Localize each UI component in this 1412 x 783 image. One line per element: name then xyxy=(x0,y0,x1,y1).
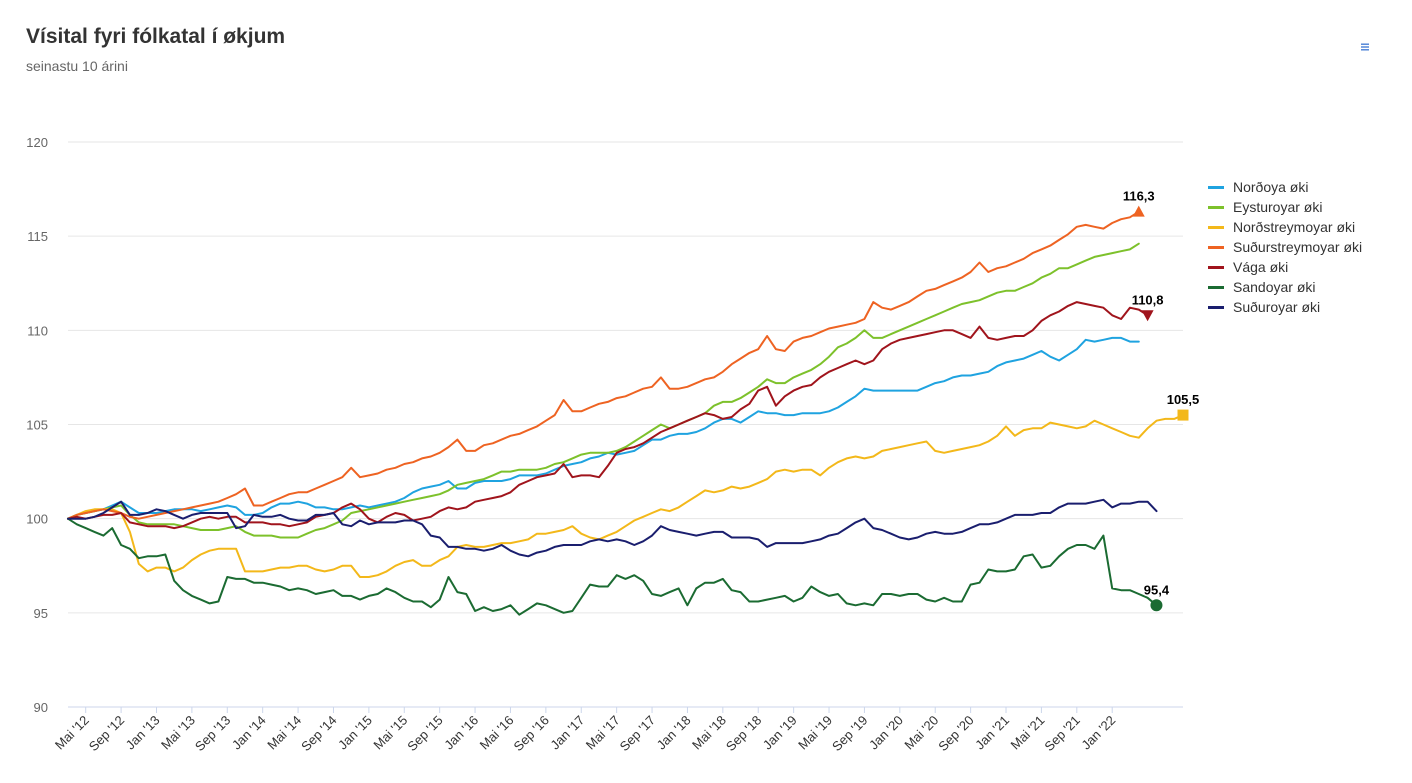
series-line[interactable] xyxy=(67,336,1140,520)
end-marker[interactable] xyxy=(1141,310,1154,322)
end-marker[interactable] xyxy=(1177,409,1189,421)
series-line[interactable] xyxy=(67,414,1184,578)
x-tick-label: Jan '21 xyxy=(972,713,1012,753)
x-tick-label: Jan '19 xyxy=(760,713,800,753)
x-tick-label: Sep '15 xyxy=(404,713,445,754)
x-tick-label: Sep '19 xyxy=(829,713,870,754)
legend-swatch xyxy=(1208,225,1224,229)
y-tick-label: 100 xyxy=(26,512,48,527)
legend-swatch xyxy=(1208,185,1224,189)
chart-subtitle: seinastu 10 árini xyxy=(26,58,128,74)
x-tick-label: Sep '12 xyxy=(86,713,127,754)
x-tick-label: Mai '18 xyxy=(689,713,729,753)
legend-swatch xyxy=(1208,245,1224,249)
end-value-label: 105,5 xyxy=(1167,392,1200,407)
legend-swatch xyxy=(1208,305,1224,309)
x-tick-label: Mai '12 xyxy=(52,713,92,753)
series-line[interactable] xyxy=(67,498,1158,558)
x-tick-label: Jan '16 xyxy=(441,713,481,753)
y-tick-label: 110 xyxy=(27,323,48,338)
legend-item[interactable]: Norðstreymoyar øki xyxy=(1208,217,1362,237)
legend-label: Eysturoyar øki xyxy=(1233,199,1323,215)
end-value-label: 116,3 xyxy=(1123,189,1155,204)
legend-item[interactable]: Sandoyar øki xyxy=(1208,277,1362,297)
x-tick-label: Sep '20 xyxy=(935,713,976,754)
x-tick-label: Sep '18 xyxy=(723,713,764,754)
y-tick-label: 95 xyxy=(34,606,48,621)
chart-title: Vísital fyri fólkatal í økjum xyxy=(26,25,286,48)
y-tick-label: 105 xyxy=(26,418,48,433)
legend-swatch xyxy=(1208,285,1224,289)
x-tick-label: Jan '15 xyxy=(335,713,375,753)
series-line[interactable] xyxy=(67,210,1140,520)
x-tick-label: Jan '14 xyxy=(229,713,269,753)
end-value-label: 110,8 xyxy=(1132,292,1164,307)
legend: Norðoya øki Eysturoyar øki Norðstreymoyar … xyxy=(1208,177,1362,317)
x-tick-label: Mai '21 xyxy=(1008,713,1048,753)
series-lines xyxy=(67,210,1184,616)
x-tick-label: Mai '17 xyxy=(583,713,623,753)
y-tick-label: 120 xyxy=(26,135,48,150)
menu-icon[interactable] xyxy=(1358,40,1372,54)
legend-label: Sandoyar øki xyxy=(1233,279,1316,295)
legend-label: Vága øki xyxy=(1233,259,1289,275)
series-line[interactable] xyxy=(67,517,1158,616)
legend-item[interactable]: Suðuroyar øki xyxy=(1208,297,1362,317)
legend-item[interactable]: Eysturoyar øki xyxy=(1208,197,1362,217)
legend-label: Norðstreymoyar øki xyxy=(1233,219,1356,235)
legend-item[interactable]: Norðoya øki xyxy=(1208,177,1362,197)
end-value-label: 95,4 xyxy=(1144,582,1170,597)
x-tick-label: Mai '15 xyxy=(370,713,410,753)
x-tick-label: Jan '20 xyxy=(866,713,906,753)
legend-swatch xyxy=(1208,265,1224,269)
series-line[interactable] xyxy=(67,242,1140,539)
x-tick-label: Jan '18 xyxy=(654,713,694,753)
x-tick-label: Jan '13 xyxy=(123,713,163,753)
x-tick-label: Mai '16 xyxy=(477,713,517,753)
legend-item[interactable]: Suðurstreymoyar øki xyxy=(1208,237,1362,257)
x-tick-label: Jan '22 xyxy=(1078,713,1118,753)
grid-lines xyxy=(68,141,1183,708)
x-tick-label: Mai '13 xyxy=(158,713,198,753)
y-tick-label: 115 xyxy=(27,229,48,244)
x-tick-label: Mai '20 xyxy=(901,713,941,753)
x-tick-label: Sep '13 xyxy=(192,713,233,754)
legend-swatch xyxy=(1208,205,1224,209)
legend-label: Suðuroyar øki xyxy=(1233,299,1321,315)
x-tick-label: Mai '14 xyxy=(264,713,304,753)
end-marker[interactable] xyxy=(1150,599,1163,612)
x-tick-label: Sep '16 xyxy=(510,713,551,754)
x-tick-label: Mai '19 xyxy=(795,713,835,753)
legend-label: Norðoya øki xyxy=(1233,179,1309,195)
legend-label: Suðurstreymoyar øki xyxy=(1233,239,1363,255)
y-tick-label: 90 xyxy=(34,700,48,715)
end-markers: 116,3 110,8 105,5 95,4 xyxy=(1121,187,1201,612)
x-tick-label: Jan '17 xyxy=(547,713,587,753)
legend-item[interactable]: Vága øki xyxy=(1208,257,1362,277)
x-tick-label: Sep '14 xyxy=(298,713,339,754)
x-tick-label: Sep '17 xyxy=(617,713,658,754)
end-marker[interactable] xyxy=(1132,205,1145,217)
x-tick-label: Sep '21 xyxy=(1041,713,1082,754)
series-line[interactable] xyxy=(67,301,1149,530)
